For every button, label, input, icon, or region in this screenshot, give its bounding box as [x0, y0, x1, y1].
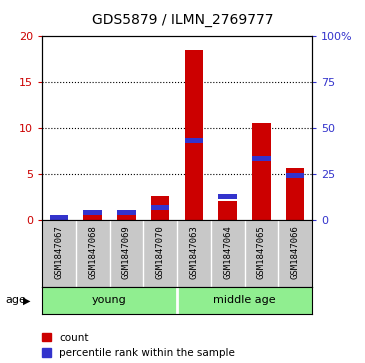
- Text: GSM1847065: GSM1847065: [257, 225, 266, 279]
- Bar: [50, 215, 68, 220]
- Text: GSM1847066: GSM1847066: [291, 225, 300, 279]
- Text: GSM1847068: GSM1847068: [88, 225, 97, 279]
- Bar: [83, 210, 102, 220]
- Bar: [117, 210, 136, 220]
- Text: GDS5879 / ILMN_2769777: GDS5879 / ILMN_2769777: [92, 13, 273, 27]
- Text: age: age: [5, 295, 26, 305]
- Bar: [286, 168, 304, 220]
- Bar: [117, 210, 136, 215]
- Bar: [218, 201, 237, 220]
- Bar: [151, 196, 169, 220]
- Text: GSM1847063: GSM1847063: [189, 225, 199, 279]
- Text: GSM1847070: GSM1847070: [155, 225, 165, 279]
- Text: young: young: [92, 295, 127, 305]
- Text: ▶: ▶: [23, 295, 30, 305]
- Legend: count, percentile rank within the sample: count, percentile rank within the sample: [42, 333, 235, 358]
- Bar: [83, 210, 102, 215]
- Text: middle age: middle age: [213, 295, 276, 305]
- Text: GSM1847067: GSM1847067: [54, 225, 64, 279]
- Bar: [252, 156, 271, 161]
- Bar: [50, 219, 68, 220]
- Bar: [185, 138, 203, 143]
- Text: GSM1847069: GSM1847069: [122, 225, 131, 279]
- Bar: [252, 123, 271, 220]
- Text: GSM1847064: GSM1847064: [223, 225, 232, 279]
- Bar: [218, 194, 237, 199]
- Bar: [151, 205, 169, 210]
- Bar: [185, 50, 203, 220]
- Bar: [286, 173, 304, 178]
